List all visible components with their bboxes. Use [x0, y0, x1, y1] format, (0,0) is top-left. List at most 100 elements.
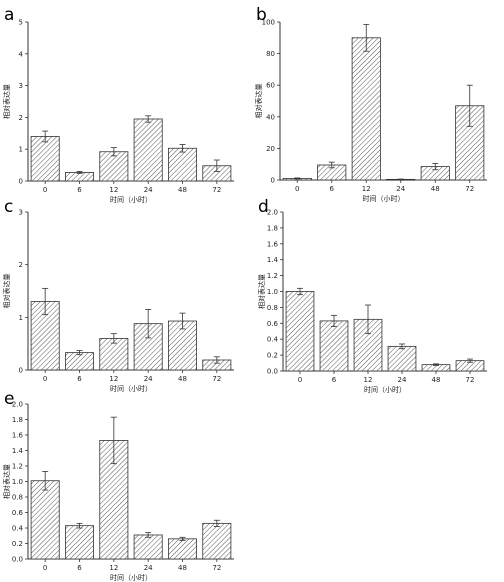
y-tick-label: 1.8: [12, 416, 23, 424]
x-axis-title: 时间（小时）: [110, 573, 152, 582]
x-tick-label: 0: [43, 564, 47, 572]
y-tick-label: 1.6: [12, 432, 24, 440]
x-tick-label: 6: [77, 564, 82, 572]
y-tick-label: 0.0: [267, 368, 278, 376]
y-tick-label: 1.8: [267, 224, 278, 232]
panel-d: d 0.0 0.2 0.4 0.6 0.8 1.0 1.2 1.4 1.6 1.8 2.0 0 6 12 24…: [257, 197, 487, 394]
x-tick-label: 12: [109, 375, 118, 383]
x-tick-label: 12: [364, 376, 373, 384]
x-tick-label: 6: [77, 375, 82, 383]
bar-48: [168, 147, 197, 182]
x-tick-label: 6: [330, 185, 335, 193]
x-tick-label: 24: [396, 185, 405, 193]
y-tick-label: 2: [19, 114, 23, 122]
y-tick-label: 0: [271, 177, 275, 185]
y-tick-label: 4: [19, 50, 24, 58]
y-axis-title: 相对表达量: [254, 84, 263, 119]
x-axis-title: 时间（小时）: [110, 384, 152, 393]
bar-6: [65, 352, 94, 371]
y-tick-label: 80: [266, 50, 275, 58]
bar-12: [351, 37, 381, 181]
y-axis-title: 相对表达量: [2, 84, 11, 119]
x-tick-label: 72: [465, 185, 474, 193]
x-tick-label: 72: [212, 564, 221, 572]
y-tick-label: 60: [266, 82, 275, 90]
y-tick-label: 0.8: [267, 304, 278, 312]
x-tick-label: 6: [77, 186, 82, 194]
y-tick-label: 2.0: [267, 209, 278, 217]
x-tick-label: 48: [178, 186, 187, 194]
bar-0: [30, 136, 60, 182]
y-tick-label: 1.0: [267, 288, 278, 296]
x-tick-label: 48: [431, 185, 440, 193]
y-tick-label: 3: [19, 82, 23, 90]
x-tick-label: 6: [332, 376, 337, 384]
y-tick-label: 0.8: [12, 494, 23, 502]
x-tick-label: 0: [43, 186, 47, 194]
bar-6: [65, 525, 94, 560]
panel-label: b: [256, 5, 267, 25]
x-axis-title: 时间（小时）: [110, 195, 152, 204]
y-tick-label: 0.4: [12, 525, 24, 533]
y-tick-label: 0.6: [12, 509, 24, 517]
y-tick-label: 1.4: [12, 447, 24, 455]
x-tick-label: 72: [212, 186, 221, 194]
y-tick-label: 20: [266, 145, 275, 153]
y-tick-label: 0.2: [12, 540, 23, 548]
x-tick-label: 0: [43, 375, 47, 383]
bar-72: [202, 522, 232, 560]
panel-label: e: [4, 389, 14, 409]
y-tick-label: 40: [266, 113, 275, 121]
x-tick-label: 12: [109, 564, 118, 572]
y-tick-label: 0: [19, 178, 23, 186]
y-tick-label: 1.2: [267, 272, 278, 280]
y-axis-title: 相对表达量: [2, 464, 11, 499]
panel-label: a: [4, 5, 14, 25]
x-tick-label: 24: [398, 376, 407, 384]
y-tick-label: 3: [19, 209, 23, 217]
x-tick-label: 0: [298, 376, 302, 384]
bar-24: [133, 118, 163, 182]
y-tick-label: 100: [262, 19, 275, 27]
panel-label: d: [258, 197, 269, 217]
panel-label: c: [4, 197, 13, 217]
x-tick-label: 12: [109, 186, 118, 194]
y-tick-label: 0.2: [267, 352, 278, 360]
bar-6: [319, 320, 349, 372]
bar-0: [285, 291, 315, 372]
panel-e: e 0.0 0.2 0.4 0.6 0.8 1.0 1.2 1.4 1.6 1.8 2.0 0 6 12 24…: [2, 389, 234, 582]
x-tick-label: 24: [144, 564, 153, 572]
y-tick-label: 1.0: [12, 478, 23, 486]
y-tick-label: 0.4: [267, 336, 279, 344]
x-tick-label: 72: [212, 375, 221, 383]
x-tick-label: 12: [362, 185, 371, 193]
x-tick-label: 72: [466, 376, 475, 384]
x-tick-label: 48: [178, 564, 187, 572]
x-tick-label: 24: [144, 375, 153, 383]
bar-48: [168, 538, 197, 560]
y-tick-label: 2: [19, 261, 23, 269]
x-axis-title: 时间（小时）: [363, 194, 405, 203]
x-tick-label: 0: [295, 185, 299, 193]
y-tick-label: 1.6: [267, 240, 279, 248]
y-tick-label: 0: [19, 367, 23, 375]
y-tick-label: 5: [19, 19, 23, 27]
bar-24: [133, 534, 163, 560]
y-tick-label: 0.6: [267, 320, 279, 328]
bar-24: [387, 345, 417, 372]
y-tick-label: 1: [19, 314, 23, 322]
bar-0: [30, 480, 60, 560]
y-tick-label: 1: [19, 146, 23, 154]
y-tick-label: 0.0: [12, 556, 23, 564]
x-axis-title: 时间（小时）: [364, 385, 406, 394]
y-tick-label: 1.2: [12, 463, 23, 471]
y-axis-title: 相对表达量: [2, 274, 11, 309]
panel-b: b 0 20 40 60 80 100 0 6 12 24 48 72 时间（小时） 相对表达量: [254, 5, 487, 203]
y-tick-label: 1.4: [267, 256, 279, 264]
x-tick-label: 48: [432, 376, 441, 384]
x-tick-label: 24: [144, 186, 153, 194]
x-tick-label: 48: [178, 375, 187, 383]
